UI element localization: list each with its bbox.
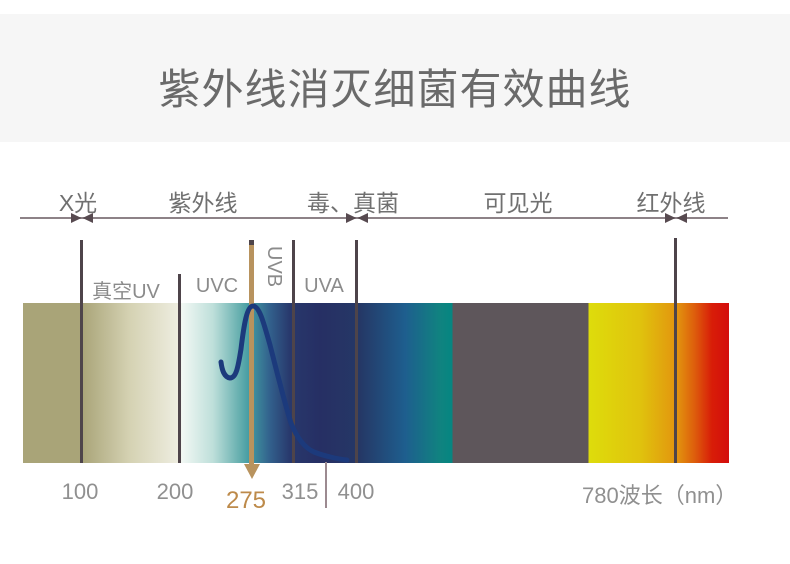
peak-wavelength-label: 275: [225, 487, 267, 514]
tick-label-200: 200: [156, 479, 194, 504]
boundary-line-315nm: [292, 240, 295, 463]
axis-line: [20, 217, 728, 219]
band-label-uva: UVA: [304, 275, 344, 297]
tick-label-780-axis-unit: 780波长（nm）: [582, 483, 738, 508]
section-label-xray: X光: [58, 190, 98, 216]
tick-label-100: 100: [61, 479, 99, 504]
band-label-uvc: UVC: [195, 275, 239, 297]
boundary-line-400nm: [355, 240, 358, 463]
boundary-line-780nm: [674, 238, 677, 463]
tick-label-315: 315: [281, 479, 319, 504]
section-label-visible-light: 可见光: [483, 190, 553, 216]
bowtie-marker-icon: [346, 213, 368, 223]
tick-divider-line: [325, 462, 327, 508]
section-label-ultraviolet: 紫外线: [168, 190, 238, 216]
boundary-line-100nm: [80, 240, 83, 463]
page-title: 紫外线消灭细菌有效曲线: [158, 66, 632, 113]
bowtie-marker-icon: [71, 213, 93, 223]
boundary-line-200nm: [178, 274, 181, 463]
spectrum-bar: [23, 303, 729, 463]
tick-label-400: 400: [337, 479, 375, 504]
title-band: 紫外线消灭细菌有效曲线: [0, 14, 790, 142]
peak-arrow-line: [249, 240, 254, 465]
down-arrow-icon: [244, 464, 260, 479]
section-label-infrared: 红外线: [636, 190, 706, 216]
peak-arrow-cap: [249, 240, 254, 245]
band-label-uvb: UVB: [263, 246, 285, 288]
section-label-germs: 毒、真菌: [307, 190, 399, 216]
bowtie-marker-icon: [665, 213, 687, 223]
band-label-vacuum-uv: 真空UV: [92, 281, 160, 303]
